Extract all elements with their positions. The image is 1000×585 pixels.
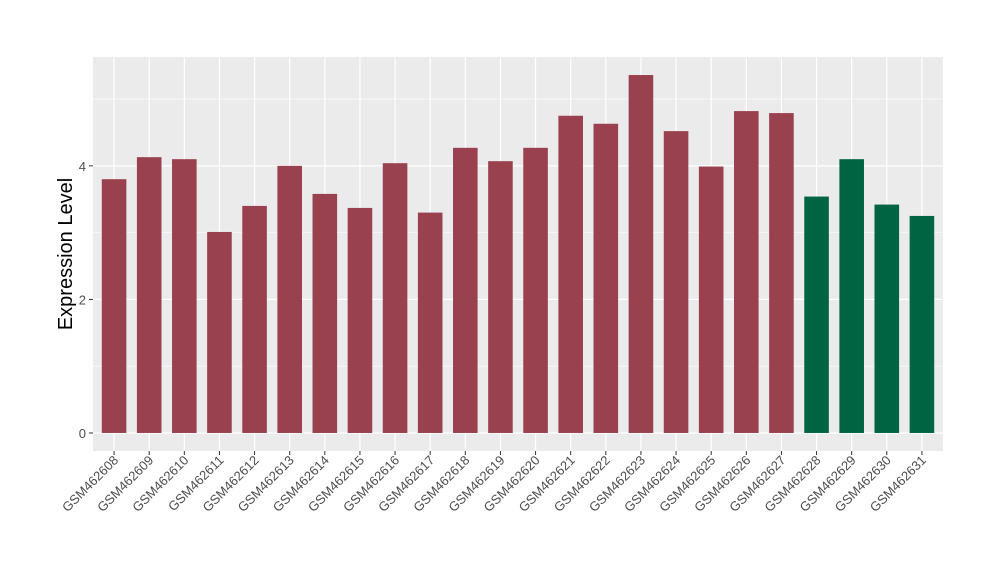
bar-GSM462610 [172, 159, 197, 433]
bar-GSM462615 [347, 207, 373, 433]
bar-GSM462627 [769, 113, 794, 433]
bar-GSM462614 [312, 193, 338, 433]
plot-panel [93, 57, 943, 451]
bar-GSM462630 [874, 204, 900, 433]
y-tick-label: 0 [79, 426, 86, 441]
bar-GSM462626 [734, 111, 759, 433]
bars [101, 75, 935, 433]
bar-GSM462612 [242, 205, 267, 433]
bar-GSM462616 [382, 163, 408, 433]
bar-GSM462608 [101, 179, 127, 433]
bar-GSM462621 [558, 115, 583, 433]
bar-GSM462624 [663, 131, 689, 433]
y-tick-label: 4 [79, 159, 86, 174]
x-axis: GSM462608GSM462609GSM462610GSM462611GSM4… [59, 451, 929, 515]
bar-GSM462629 [839, 159, 864, 433]
y-axis-label: Expression Level [55, 178, 77, 330]
bar-GSM462618 [453, 147, 478, 433]
bar-GSM462623 [628, 75, 654, 433]
bar-GSM462628 [804, 196, 829, 433]
bar-GSM462631 [909, 215, 935, 433]
bar-GSM462617 [417, 212, 443, 433]
y-tick-label: 2 [79, 292, 86, 307]
bar-GSM462622 [593, 123, 619, 433]
bar-GSM462619 [488, 161, 513, 433]
bar-GSM462625 [698, 166, 724, 433]
y-axis: 0 2 4 [79, 159, 93, 441]
bar-GSM462613 [277, 165, 302, 433]
bar-GSM462611 [207, 231, 232, 433]
bar-GSM462620 [523, 147, 548, 433]
bar-GSM462609 [136, 157, 162, 433]
